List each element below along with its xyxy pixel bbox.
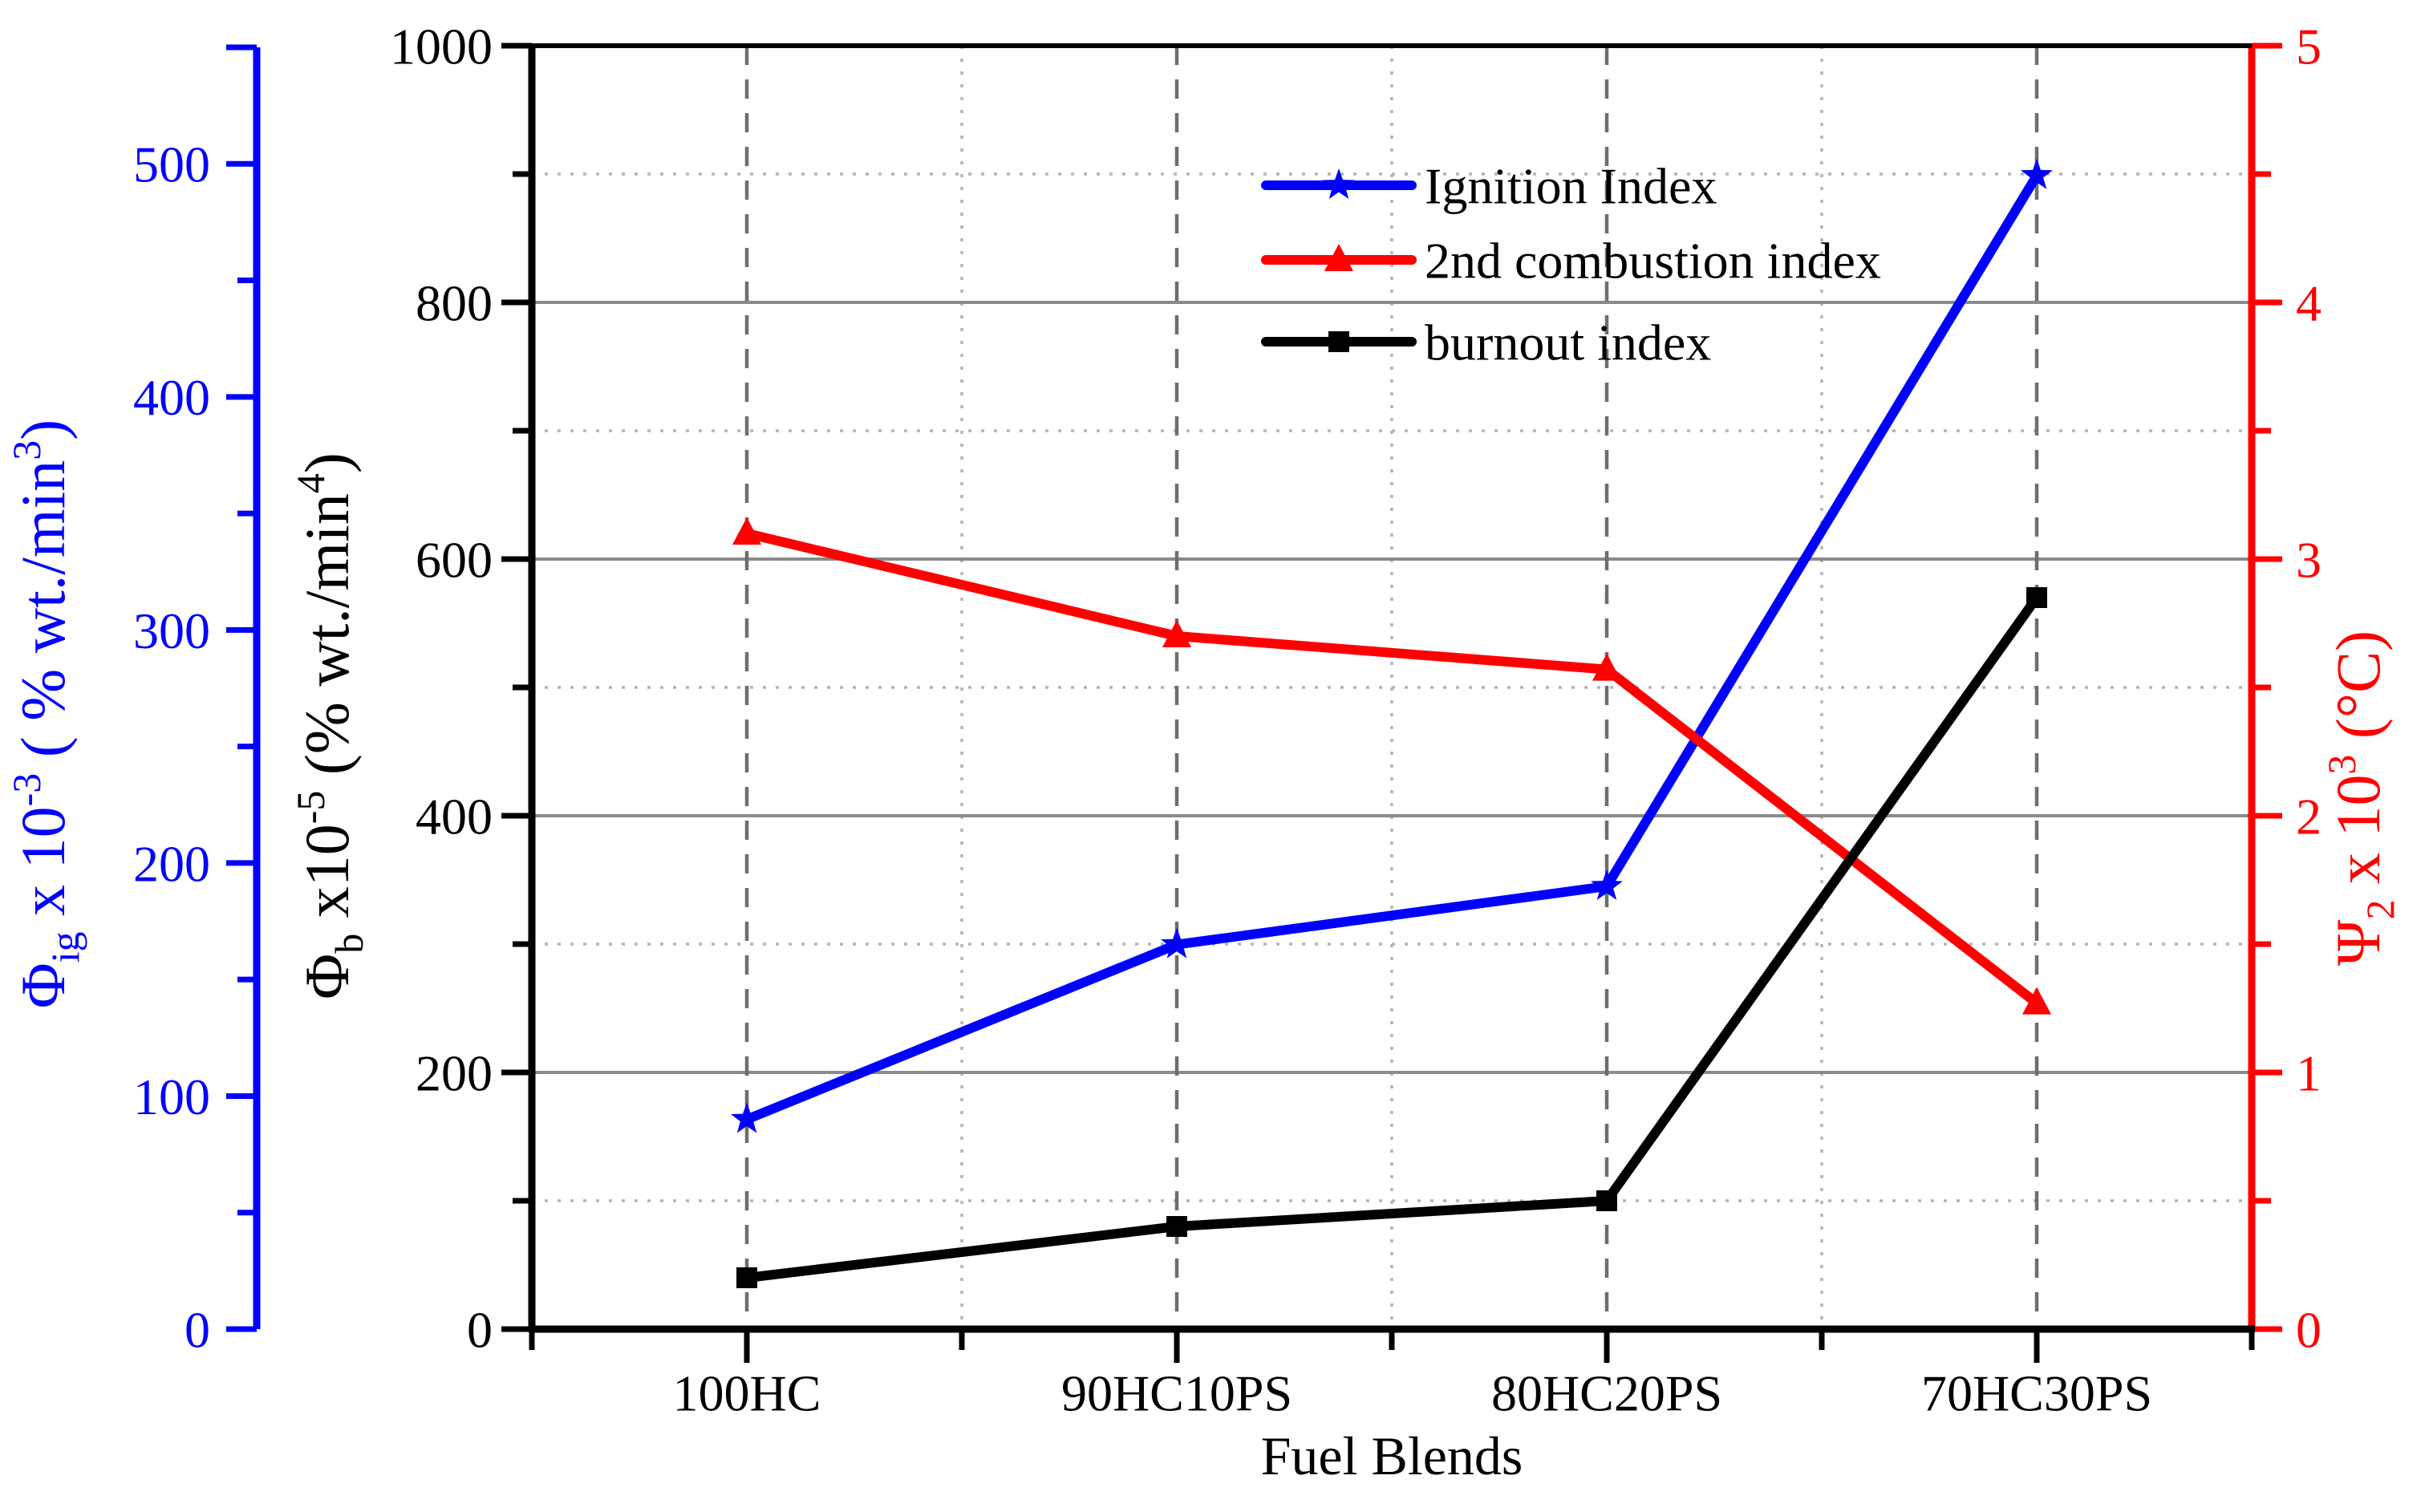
blue-axis-tick-label: 500 bbox=[133, 136, 210, 193]
data-marker-triangle bbox=[1324, 244, 1353, 271]
red-axis-tick-label: 4 bbox=[2296, 274, 2322, 331]
legend-label: 2nd combustion index bbox=[1425, 232, 1881, 289]
data-marker-star bbox=[2021, 158, 2053, 189]
black-axis-tick-label: 800 bbox=[416, 274, 493, 331]
data-marker-triangle bbox=[732, 517, 761, 545]
red-axis-tick-label: 5 bbox=[2296, 18, 2322, 75]
black-axis-tick-label: 1000 bbox=[390, 18, 493, 75]
red-axis-tick-label: 3 bbox=[2296, 531, 2322, 588]
gridlines bbox=[532, 46, 2252, 1329]
data-marker-star bbox=[1323, 168, 1355, 199]
blue-axis: 0 100 200 300 400 500 Φig x 10-3 ( % wt./min3) bbox=[4, 44, 261, 1358]
series-line bbox=[742, 170, 2042, 1125]
legend-entry-ignition-index: Ignition Index bbox=[1261, 157, 1717, 214]
series-2nd-combustion-index bbox=[732, 517, 2051, 1015]
data-marker-triangle bbox=[2022, 987, 2051, 1015]
series-burnout-index bbox=[736, 587, 2047, 1288]
legend-label: burnout index bbox=[1425, 314, 1711, 371]
red-axis: 0 1 2 3 4 5 Ψ2 x 103 (°C) bbox=[2248, 18, 2403, 1358]
black-axis: 0 200 400 600 800 1000 Φb x10-5 (% wt./min4) bbox=[288, 18, 536, 1358]
x-axis-title: Fuel Blends bbox=[1261, 1425, 1523, 1486]
legend: Ignition Index 2nd combustion index burnou… bbox=[1261, 157, 1881, 371]
data-marker-square bbox=[1328, 331, 1349, 352]
blue-axis-tick-label: 300 bbox=[133, 602, 210, 659]
data-marker-square bbox=[1166, 1216, 1187, 1237]
blue-axis-tick-label: 100 bbox=[133, 1068, 210, 1125]
blue-axis-title: Φig x 10-3 ( % wt./min3) bbox=[4, 420, 87, 1009]
legend-entry-burnout-index: burnout index bbox=[1261, 314, 1711, 371]
data-marker-square bbox=[2026, 587, 2047, 608]
blue-axis-tick-label: 0 bbox=[185, 1301, 210, 1358]
black-axis-tick-label: 200 bbox=[416, 1044, 493, 1101]
x-axis: 100HC 90HC10PS 80HC20PS 70HC30PS Fuel Blends bbox=[529, 1325, 2255, 1486]
black-axis-title: Φb x10-5 (% wt./min4) bbox=[288, 452, 371, 999]
data-marker-square bbox=[1596, 1190, 1617, 1211]
black-axis-tick-label: 600 bbox=[416, 531, 493, 588]
x-axis-category-label: 80HC20PS bbox=[1491, 1364, 1722, 1421]
black-axis-tick-label: 400 bbox=[416, 788, 493, 845]
legend-entry-2nd-combustion-index: 2nd combustion index bbox=[1261, 232, 1881, 289]
data-marker-star bbox=[1591, 870, 1623, 900]
red-axis-tick-label: 0 bbox=[2296, 1301, 2322, 1358]
legend-label: Ignition Index bbox=[1425, 157, 1717, 214]
series-ignition-index bbox=[731, 158, 2053, 1133]
series-line bbox=[742, 593, 2042, 1283]
data-marker-triangle bbox=[1592, 653, 1621, 681]
data-marker-star bbox=[1161, 927, 1193, 959]
data-marker-square bbox=[736, 1267, 757, 1288]
red-axis-title: Ψ2 x 103 (°C) bbox=[2319, 630, 2403, 966]
x-axis-category-label: 100HC bbox=[673, 1364, 821, 1421]
data-marker-star bbox=[731, 1102, 763, 1133]
red-axis-tick-label: 1 bbox=[2296, 1044, 2322, 1101]
x-axis-category-label: 70HC30PS bbox=[1921, 1364, 2152, 1421]
blue-axis-tick-label: 200 bbox=[133, 835, 210, 892]
red-axis-tick-label: 2 bbox=[2296, 788, 2322, 845]
series-line bbox=[742, 529, 2042, 1008]
black-axis-tick-label: 0 bbox=[467, 1301, 493, 1358]
x-axis-category-label: 90HC10PS bbox=[1061, 1364, 1292, 1421]
data-marker-triangle bbox=[1162, 620, 1191, 647]
blue-axis-tick-label: 400 bbox=[133, 369, 210, 426]
